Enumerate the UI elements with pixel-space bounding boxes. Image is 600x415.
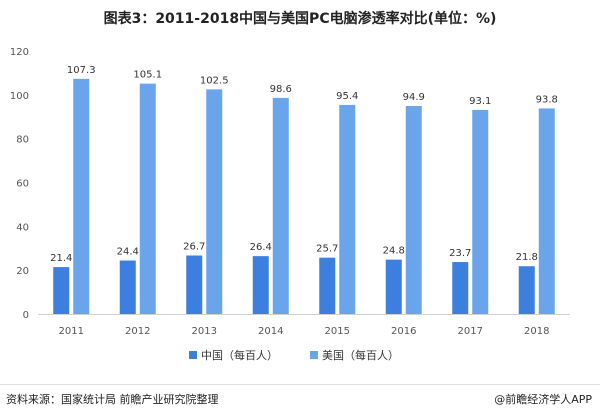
bar-china xyxy=(53,267,70,314)
y-tick-label: 120 xyxy=(10,47,29,58)
data-label-china: 21.4 xyxy=(50,253,72,264)
x-tick-label: 2012 xyxy=(125,326,150,337)
y-tick-label: 60 xyxy=(16,179,29,190)
data-label-china: 26.4 xyxy=(250,242,272,253)
data-label-usa: 98.6 xyxy=(270,84,292,95)
y-tick-label: 80 xyxy=(16,135,29,146)
legend-swatch-china xyxy=(189,351,197,359)
brand-credit: @前瞻经济学人APP xyxy=(494,393,592,406)
data-label-china: 24.4 xyxy=(117,247,139,258)
data-label-china: 21.8 xyxy=(516,252,538,263)
data-labels: 21.4 107.3 24.4 105.1 26.7 102.5 26.4 98.6 25.7 9… xyxy=(50,65,558,264)
data-label-usa: 105.1 xyxy=(133,70,162,81)
x-tick-label: 2016 xyxy=(391,326,416,337)
data-label-usa: 102.5 xyxy=(200,75,229,86)
data-label-usa: 95.4 xyxy=(336,91,358,102)
data-label-china: 23.7 xyxy=(449,248,471,259)
footer-divider xyxy=(0,384,600,385)
bar-usa xyxy=(206,89,223,315)
x-tick-label: 2017 xyxy=(458,326,483,337)
x-tick-label: 2014 xyxy=(258,326,283,337)
bar-usa xyxy=(272,97,289,314)
x-tick-label: 2011 xyxy=(59,326,84,337)
y-tick-label: 0 xyxy=(23,310,29,321)
y-tick-label: 20 xyxy=(16,266,29,277)
source-note: 资料来源：国家统计局 前瞻产业研究院整理 xyxy=(6,393,219,406)
bars xyxy=(53,78,555,315)
data-label-china: 25.7 xyxy=(316,244,338,255)
data-label-usa: 93.8 xyxy=(536,94,558,105)
data-label-china: 24.8 xyxy=(383,246,405,257)
bar-usa xyxy=(405,106,422,314)
bar-china xyxy=(186,255,203,314)
bar-china xyxy=(385,259,402,314)
data-label-usa: 94.9 xyxy=(403,92,425,103)
bar-china xyxy=(319,257,336,314)
bar-usa xyxy=(339,104,356,314)
y-axis: 0 20 40 60 80 100 120 xyxy=(10,47,29,321)
x-tick-label: 2015 xyxy=(325,326,350,337)
data-label-usa: 107.3 xyxy=(67,65,96,76)
bar-usa xyxy=(73,78,90,314)
bar-usa xyxy=(472,109,489,314)
legend-label-usa: 美国（每百人） xyxy=(322,348,399,362)
chart-title: 图表3：2011-2018中国与美国PC电脑渗透率对比(单位：%) xyxy=(103,11,497,27)
bar-usa xyxy=(538,108,555,315)
bar-china xyxy=(252,256,269,314)
bar-china xyxy=(518,266,535,314)
legend: 中国（每百人） 美国（每百人） xyxy=(189,348,399,362)
bar-chart: 0 20 40 60 80 100 120 2011 2012 2013 2014 2015 2016… xyxy=(10,47,570,362)
bar-china xyxy=(119,260,136,314)
legend-swatch-usa xyxy=(310,351,318,359)
legend-label-china: 中国（每百人） xyxy=(201,348,278,362)
x-tick-label: 2018 xyxy=(524,326,549,337)
x-axis: 2011 2012 2013 2014 2015 2016 2017 2018 xyxy=(38,314,570,337)
y-tick-label: 100 xyxy=(10,91,29,102)
x-tick-label: 2013 xyxy=(192,326,217,337)
bar-usa xyxy=(139,83,156,315)
data-label-china: 26.7 xyxy=(183,241,205,252)
bar-china xyxy=(452,262,469,314)
y-tick-label: 40 xyxy=(16,222,29,233)
data-label-usa: 93.1 xyxy=(469,96,491,107)
